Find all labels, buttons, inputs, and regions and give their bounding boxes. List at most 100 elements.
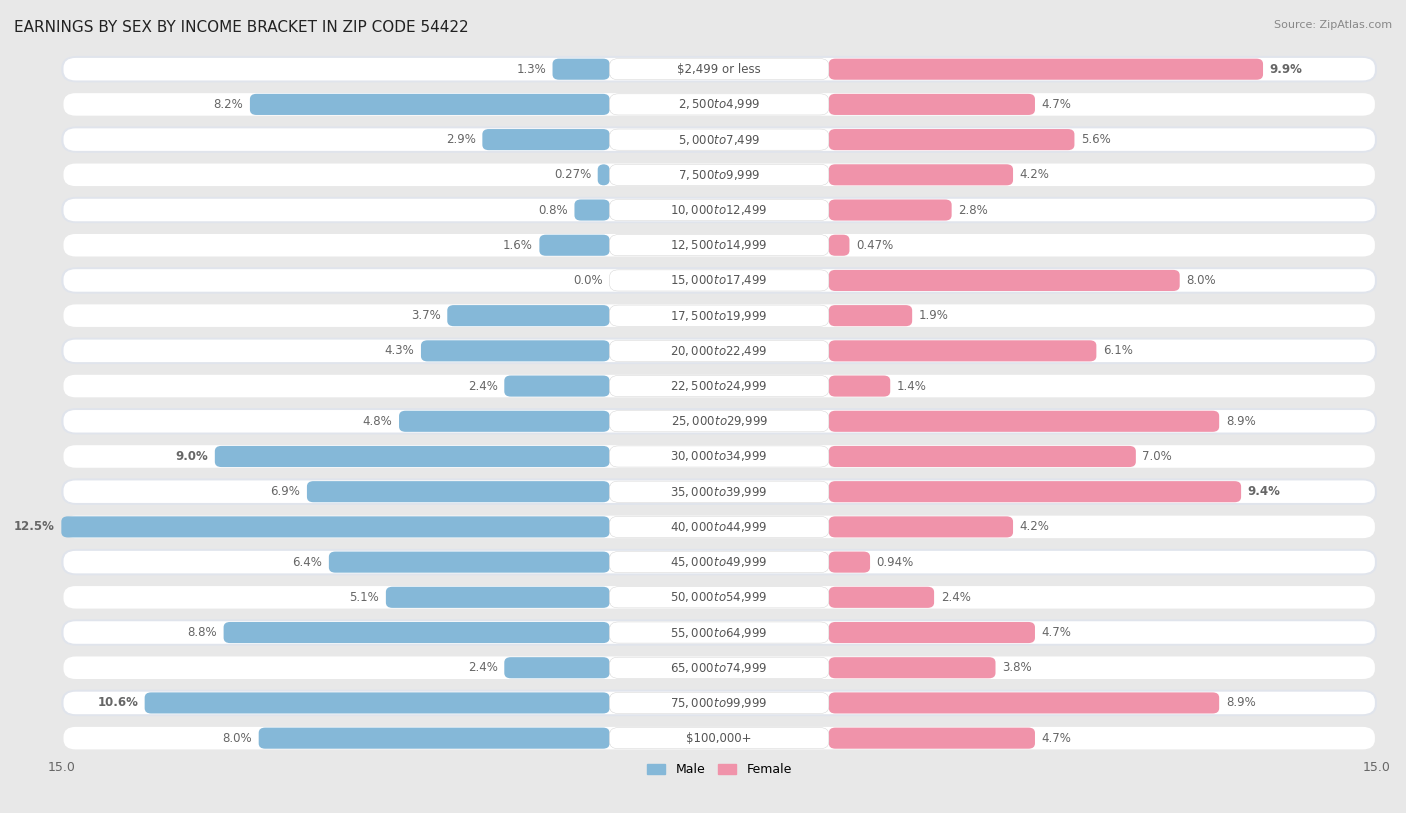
- Text: 1.9%: 1.9%: [918, 309, 949, 322]
- Text: 3.8%: 3.8%: [1002, 661, 1032, 674]
- FancyBboxPatch shape: [540, 235, 610, 256]
- FancyBboxPatch shape: [610, 305, 830, 326]
- FancyBboxPatch shape: [62, 126, 1376, 153]
- Text: 9.0%: 9.0%: [176, 450, 208, 463]
- Text: 2.4%: 2.4%: [468, 380, 498, 393]
- FancyBboxPatch shape: [553, 59, 610, 80]
- FancyBboxPatch shape: [63, 163, 1375, 186]
- FancyBboxPatch shape: [830, 728, 1035, 749]
- Text: $15,000 to $17,499: $15,000 to $17,499: [671, 273, 768, 288]
- FancyBboxPatch shape: [830, 693, 1219, 714]
- FancyBboxPatch shape: [62, 162, 1376, 188]
- Text: 8.9%: 8.9%: [1226, 415, 1256, 428]
- FancyBboxPatch shape: [250, 93, 610, 115]
- FancyBboxPatch shape: [610, 129, 830, 150]
- FancyBboxPatch shape: [610, 93, 830, 115]
- Text: 0.94%: 0.94%: [877, 555, 914, 568]
- FancyBboxPatch shape: [62, 302, 1376, 328]
- Text: 4.2%: 4.2%: [1019, 520, 1049, 533]
- FancyBboxPatch shape: [63, 340, 1375, 362]
- Text: $12,500 to $14,999: $12,500 to $14,999: [671, 238, 768, 252]
- FancyBboxPatch shape: [62, 443, 1376, 470]
- FancyBboxPatch shape: [830, 516, 1014, 537]
- FancyBboxPatch shape: [610, 59, 830, 80]
- FancyBboxPatch shape: [610, 411, 830, 432]
- FancyBboxPatch shape: [63, 586, 1375, 609]
- Text: 8.8%: 8.8%: [187, 626, 217, 639]
- FancyBboxPatch shape: [215, 446, 610, 467]
- FancyBboxPatch shape: [385, 587, 610, 608]
- FancyBboxPatch shape: [610, 341, 830, 362]
- Text: 7.0%: 7.0%: [1143, 450, 1173, 463]
- FancyBboxPatch shape: [62, 197, 1376, 224]
- FancyBboxPatch shape: [62, 408, 1376, 434]
- Text: $35,000 to $39,999: $35,000 to $39,999: [671, 485, 768, 498]
- Text: $55,000 to $64,999: $55,000 to $64,999: [671, 625, 768, 640]
- Text: $75,000 to $99,999: $75,000 to $99,999: [671, 696, 768, 710]
- FancyBboxPatch shape: [505, 376, 610, 397]
- FancyBboxPatch shape: [830, 270, 1180, 291]
- FancyBboxPatch shape: [62, 584, 1376, 611]
- FancyBboxPatch shape: [63, 234, 1375, 256]
- FancyBboxPatch shape: [830, 235, 849, 256]
- FancyBboxPatch shape: [610, 516, 830, 537]
- FancyBboxPatch shape: [63, 375, 1375, 398]
- Text: $20,000 to $22,499: $20,000 to $22,499: [671, 344, 768, 358]
- Text: Source: ZipAtlas.com: Source: ZipAtlas.com: [1274, 20, 1392, 30]
- FancyBboxPatch shape: [62, 56, 1376, 82]
- FancyBboxPatch shape: [63, 128, 1375, 151]
- Text: $7,500 to $9,999: $7,500 to $9,999: [678, 167, 761, 182]
- Text: $45,000 to $49,999: $45,000 to $49,999: [671, 555, 768, 569]
- FancyBboxPatch shape: [447, 305, 610, 326]
- FancyBboxPatch shape: [62, 232, 1376, 259]
- FancyBboxPatch shape: [63, 93, 1375, 115]
- FancyBboxPatch shape: [399, 411, 610, 432]
- FancyBboxPatch shape: [62, 373, 1376, 399]
- Text: 2.9%: 2.9%: [446, 133, 475, 146]
- FancyBboxPatch shape: [610, 587, 830, 608]
- Text: $22,500 to $24,999: $22,500 to $24,999: [671, 379, 768, 393]
- FancyBboxPatch shape: [830, 59, 1263, 80]
- FancyBboxPatch shape: [505, 657, 610, 678]
- Text: 2.4%: 2.4%: [468, 661, 498, 674]
- Text: 4.2%: 4.2%: [1019, 168, 1049, 181]
- FancyBboxPatch shape: [830, 657, 995, 678]
- Text: 8.0%: 8.0%: [222, 732, 252, 745]
- Text: 8.2%: 8.2%: [214, 98, 243, 111]
- FancyBboxPatch shape: [830, 199, 952, 220]
- FancyBboxPatch shape: [830, 411, 1219, 432]
- FancyBboxPatch shape: [63, 515, 1375, 538]
- Text: 5.6%: 5.6%: [1081, 133, 1111, 146]
- Text: 0.0%: 0.0%: [574, 274, 603, 287]
- Text: 9.4%: 9.4%: [1247, 485, 1281, 498]
- Text: $2,499 or less: $2,499 or less: [678, 63, 761, 76]
- FancyBboxPatch shape: [610, 551, 830, 572]
- FancyBboxPatch shape: [63, 692, 1375, 714]
- Text: $25,000 to $29,999: $25,000 to $29,999: [671, 415, 768, 428]
- FancyBboxPatch shape: [830, 551, 870, 572]
- FancyBboxPatch shape: [830, 587, 934, 608]
- Text: $50,000 to $54,999: $50,000 to $54,999: [671, 590, 768, 604]
- Text: 0.47%: 0.47%: [856, 239, 893, 252]
- Text: 9.9%: 9.9%: [1270, 63, 1302, 76]
- FancyBboxPatch shape: [62, 549, 1376, 576]
- FancyBboxPatch shape: [830, 341, 1097, 362]
- FancyBboxPatch shape: [62, 689, 1376, 716]
- Text: $10,000 to $12,499: $10,000 to $12,499: [671, 203, 768, 217]
- Text: 8.0%: 8.0%: [1187, 274, 1216, 287]
- Text: 1.6%: 1.6%: [503, 239, 533, 252]
- Text: 2.4%: 2.4%: [941, 591, 970, 604]
- FancyBboxPatch shape: [63, 551, 1375, 573]
- FancyBboxPatch shape: [63, 58, 1375, 80]
- Text: 5.1%: 5.1%: [350, 591, 380, 604]
- FancyBboxPatch shape: [62, 620, 1376, 646]
- FancyBboxPatch shape: [482, 129, 610, 150]
- FancyBboxPatch shape: [63, 446, 1375, 467]
- Text: $40,000 to $44,999: $40,000 to $44,999: [671, 520, 768, 534]
- FancyBboxPatch shape: [63, 304, 1375, 327]
- FancyBboxPatch shape: [830, 305, 912, 326]
- FancyBboxPatch shape: [610, 164, 830, 185]
- Text: 8.9%: 8.9%: [1226, 697, 1256, 710]
- Text: 6.9%: 6.9%: [270, 485, 301, 498]
- Text: 6.4%: 6.4%: [292, 555, 322, 568]
